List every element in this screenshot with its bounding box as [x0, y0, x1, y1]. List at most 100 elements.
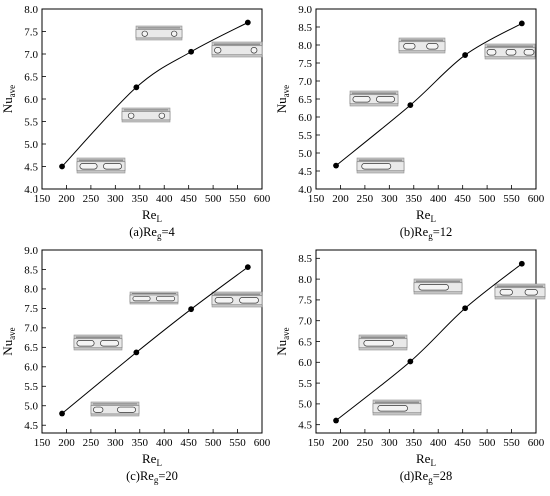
data-point	[244, 19, 251, 26]
bubble-0	[93, 406, 104, 413]
flow-snapshot-1	[484, 43, 536, 60]
flow-snapshot-2	[121, 107, 171, 123]
y-axis-label: Nuave	[0, 327, 17, 355]
bubble-0	[214, 297, 234, 304]
channel-wall	[349, 94, 399, 105]
bubble-0	[132, 295, 151, 302]
x-tick-label: 500	[479, 437, 496, 449]
y-axis-label: Nuave	[274, 327, 291, 355]
x-tick-label: 500	[205, 437, 222, 449]
x-axis-label: ReL	[142, 207, 162, 224]
series-line	[335, 263, 523, 421]
panel-caption: (b)Reg=12	[400, 225, 453, 241]
bubble-0	[79, 163, 98, 170]
x-tick-label: 150	[34, 437, 51, 449]
y-tick-label: 6.0	[24, 94, 38, 106]
y-axis-label: Nuave	[274, 85, 291, 113]
x-tick-label: 550	[229, 437, 246, 449]
channel-wall	[135, 29, 183, 39]
flow-snapshot-1	[494, 283, 546, 300]
x-tick-label: 250	[357, 437, 374, 449]
channel-wall	[76, 161, 126, 172]
x-tick-label: 500	[205, 193, 222, 205]
x-tick-label: 250	[83, 193, 100, 205]
data-point	[462, 305, 469, 312]
flow-snapshot-2	[73, 334, 123, 351]
y-tick-label: 4.5	[24, 161, 38, 173]
data-point	[407, 102, 414, 109]
y-tick-label: 5.0	[298, 148, 312, 160]
x-tick-label: 150	[308, 193, 325, 205]
data-point	[244, 264, 251, 271]
plot-frame	[315, 8, 537, 190]
y-tick-label: 8.0	[24, 4, 38, 16]
flow-snapshot-2	[358, 334, 408, 351]
x-tick-label: 200	[58, 193, 75, 205]
x-tick-label: 600	[254, 437, 271, 449]
chart-panel-a: 150 200 250 300 350 400 450 500 550 600 4.0 4.5 5.0 5…	[0, 4, 271, 241]
y-tick-label: 6.0	[298, 112, 312, 124]
x-tick-label: 400	[156, 437, 173, 449]
y-tick-label: 7.5	[24, 303, 38, 315]
bubble-0	[403, 43, 416, 50]
x-tick-label: 250	[83, 437, 100, 449]
y-tick-label: 7.0	[298, 316, 312, 328]
x-tick-label: 150	[34, 193, 51, 205]
y-tick-label: 7.5	[24, 26, 38, 38]
y-tick-label: 7.5	[298, 295, 312, 307]
x-axis-label: ReL	[142, 451, 162, 468]
bubble-1	[103, 163, 122, 170]
x-tick-label: 450	[454, 193, 471, 205]
flow-snapshot-0	[398, 37, 446, 54]
flow-snapshot-2	[349, 90, 399, 107]
bubble-1	[239, 297, 259, 304]
flow-snapshot-0	[129, 291, 179, 305]
x-tick-label: 550	[503, 193, 520, 205]
data-point	[59, 163, 65, 170]
bubble-1	[156, 295, 175, 302]
chart-panel-c: 150 200 250 300 350 400 450 500 550 600 4.5 5.0 5.5 6…	[0, 245, 271, 485]
y-tick-label: 4.0	[298, 184, 312, 196]
x-tick-label: 200	[332, 437, 349, 449]
x-tick-label: 200	[58, 437, 75, 449]
data-point	[407, 358, 414, 365]
flow-snapshot-3	[76, 157, 126, 174]
bubble-0	[127, 112, 135, 119]
y-tick-label: 7.0	[298, 76, 312, 88]
bubble-0	[363, 340, 394, 347]
bubble-1	[171, 30, 178, 37]
y-tick-label: 4.0	[24, 184, 38, 196]
bubble-0	[361, 163, 392, 170]
y-tick-label: 6.5	[298, 336, 312, 348]
bubble-1	[426, 43, 439, 50]
y-tick-label: 5.0	[24, 139, 38, 151]
y-tick-label: 4.5	[24, 420, 38, 432]
bubble-2	[523, 49, 535, 56]
bubble-0	[214, 47, 222, 54]
data-point	[133, 349, 140, 356]
flow-snapshot-0	[135, 25, 183, 41]
x-tick-label: 300	[107, 193, 124, 205]
y-tick-label: 8.5	[298, 253, 312, 265]
y-tick-label: 7.0	[24, 49, 38, 61]
bubble-1	[250, 47, 258, 54]
y-axis-label: Nuave	[0, 85, 17, 113]
y-tick-label: 5.5	[24, 116, 38, 128]
x-tick-label: 600	[254, 193, 271, 205]
y-tick-label: 8.0	[24, 284, 38, 296]
series-line	[61, 266, 249, 414]
x-tick-label: 400	[430, 193, 447, 205]
x-tick-label: 350	[132, 193, 149, 205]
x-tick-label: 200	[332, 193, 349, 205]
x-tick-label: 500	[479, 193, 496, 205]
x-tick-label: 300	[381, 193, 398, 205]
y-tick-label: 8.5	[298, 22, 312, 34]
data-point	[518, 260, 525, 267]
channel-wall	[90, 405, 140, 415]
chart-panel-b: 150 200 250 300 350 400 450 500 550 600 4.0 4.5 5.0 5…	[274, 4, 545, 241]
bubble-1	[376, 96, 395, 103]
panel-caption: (a)Reg=4	[129, 225, 175, 241]
y-tick-label: 4.5	[298, 419, 312, 431]
x-tick-label: 450	[454, 437, 471, 449]
data-point	[188, 306, 195, 313]
